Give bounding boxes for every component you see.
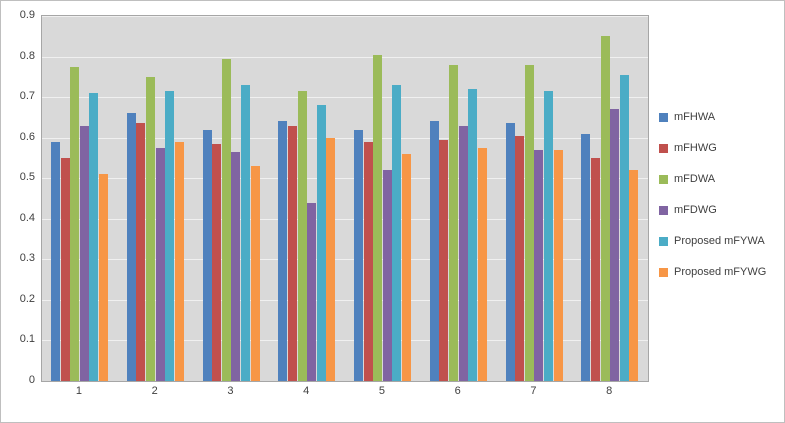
bar-proposed-mfywg-cat7 — [554, 150, 563, 381]
bar-proposed-mfywa-cat8 — [620, 75, 629, 381]
legend-label: Proposed mFYWG — [674, 266, 767, 278]
bar-proposed-mfywg-cat2 — [175, 142, 184, 381]
legend-label: mFDWG — [674, 204, 717, 216]
bar-mfdwa-cat2 — [146, 77, 155, 381]
bar-mfhwa-cat3 — [203, 130, 212, 381]
legend-label: mFHWG — [674, 142, 717, 154]
bar-mfhwa-cat7 — [506, 123, 515, 381]
bar-proposed-mfywa-cat1 — [89, 93, 98, 381]
bar-mfhwg-cat8 — [591, 158, 600, 381]
legend-swatch-icon — [659, 267, 668, 277]
bar-proposed-mfywg-cat3 — [251, 166, 260, 381]
bar-mfhwg-cat5 — [364, 142, 373, 381]
x-axis-tick-label: 4 — [303, 385, 310, 397]
legend-swatch-icon — [659, 174, 668, 184]
x-axis-tick-label: 7 — [530, 385, 537, 397]
y-axis-tick-label: 0.9 — [19, 9, 35, 21]
bar-proposed-mfywg-cat1 — [99, 174, 108, 381]
bar-mfhwg-cat4 — [288, 126, 297, 381]
gridline — [42, 178, 648, 179]
y-axis-tick-label: 0.8 — [19, 50, 35, 62]
bar-mfdwa-cat8 — [601, 36, 610, 381]
bar-mfhwa-cat4 — [278, 121, 287, 381]
bar-proposed-mfywa-cat6 — [468, 89, 477, 381]
legend-item-proposed-mfywa: Proposed mFYWA — [659, 233, 766, 249]
gridline — [42, 300, 648, 301]
bar-mfhwg-cat3 — [212, 144, 221, 381]
y-axis-tick-label: 0.3 — [19, 252, 35, 264]
x-axis-tick-label: 3 — [227, 385, 234, 397]
y-axis-tick-label: 0.2 — [19, 293, 35, 305]
y-axis-tick-label: 0.5 — [19, 171, 35, 183]
bar-mfhwg-cat2 — [136, 123, 145, 381]
bar-mfdwa-cat7 — [525, 65, 534, 381]
x-axis-tick-label: 6 — [454, 385, 461, 397]
legend-item-mfhwa: mFHWA — [659, 109, 766, 125]
gridline — [42, 97, 648, 98]
bar-mfhwa-cat5 — [354, 130, 363, 381]
gridline — [42, 138, 648, 139]
bar-mfdwa-cat4 — [298, 91, 307, 381]
legend-label: Proposed mFYWA — [674, 235, 765, 247]
gridline — [42, 340, 648, 341]
bar-proposed-mfywa-cat2 — [165, 91, 174, 381]
y-axis-tick-label: 0.4 — [19, 212, 35, 224]
bar-proposed-mfywa-cat3 — [241, 85, 250, 381]
bar-proposed-mfywg-cat5 — [402, 154, 411, 381]
bar-mfdwg-cat8 — [610, 109, 619, 381]
gridline — [42, 16, 648, 17]
gridline — [42, 219, 648, 220]
y-axis-tick-label: 0.1 — [19, 333, 35, 345]
gridline — [42, 57, 648, 58]
x-axis-tick-label: 5 — [378, 385, 385, 397]
y-axis-tick-label: 0.7 — [19, 90, 35, 102]
x-axis-tick-label: 1 — [75, 385, 82, 397]
x-axis-tick-label: 8 — [606, 385, 613, 397]
bar-mfdwa-cat6 — [449, 65, 458, 381]
bar-mfhwa-cat1 — [51, 142, 60, 381]
bar-mfdwg-cat2 — [156, 148, 165, 381]
legend-label: mFHWA — [674, 111, 716, 123]
bar-mfdwg-cat5 — [383, 170, 392, 381]
bar-mfdwa-cat1 — [70, 67, 79, 381]
legend-swatch-icon — [659, 143, 668, 153]
bar-mfhwa-cat8 — [581, 134, 590, 381]
legend-label: mFDWA — [674, 173, 716, 185]
legend-item-mfdwa: mFDWA — [659, 171, 766, 187]
y-axis-tick-label: 0.6 — [19, 131, 35, 143]
bar-mfdwg-cat4 — [307, 203, 316, 381]
legend-item-proposed-mfywg: Proposed mFYWG — [659, 264, 766, 280]
bar-mfdwg-cat3 — [231, 152, 240, 381]
legend-swatch-icon — [659, 112, 668, 122]
legend-item-mfdwg: mFDWG — [659, 202, 766, 218]
legend-swatch-icon — [659, 236, 668, 246]
bar-mfhwa-cat6 — [430, 121, 439, 381]
plot-area — [41, 15, 649, 382]
bar-proposed-mfywa-cat4 — [317, 105, 326, 381]
x-axis-tick-label: 2 — [151, 385, 158, 397]
bar-mfhwg-cat6 — [439, 140, 448, 381]
bar-proposed-mfywg-cat4 — [326, 138, 335, 381]
bar-mfhwg-cat1 — [61, 158, 70, 381]
legend: mFHWA mFHWG mFDWA mFDWG Proposed mFYWA Propos… — [659, 109, 766, 295]
bar-proposed-mfywa-cat7 — [544, 91, 553, 381]
bar-proposed-mfywg-cat6 — [478, 148, 487, 381]
legend-item-mfhwg: mFHWG — [659, 140, 766, 156]
y-axis-tick-label: 0 — [28, 374, 35, 386]
bar-proposed-mfywa-cat5 — [392, 85, 401, 381]
legend-swatch-icon — [659, 205, 668, 215]
bar-mfhwg-cat7 — [515, 136, 524, 381]
gridline — [42, 259, 648, 260]
bar-mfdwg-cat1 — [80, 126, 89, 381]
bar-mfdwg-cat7 — [534, 150, 543, 381]
bar-mfdwa-cat3 — [222, 59, 231, 381]
bar-mfhwa-cat2 — [127, 113, 136, 381]
bar-mfdwa-cat5 — [373, 55, 382, 381]
bar-proposed-mfywg-cat8 — [629, 170, 638, 381]
bar-mfdwg-cat6 — [459, 126, 468, 381]
